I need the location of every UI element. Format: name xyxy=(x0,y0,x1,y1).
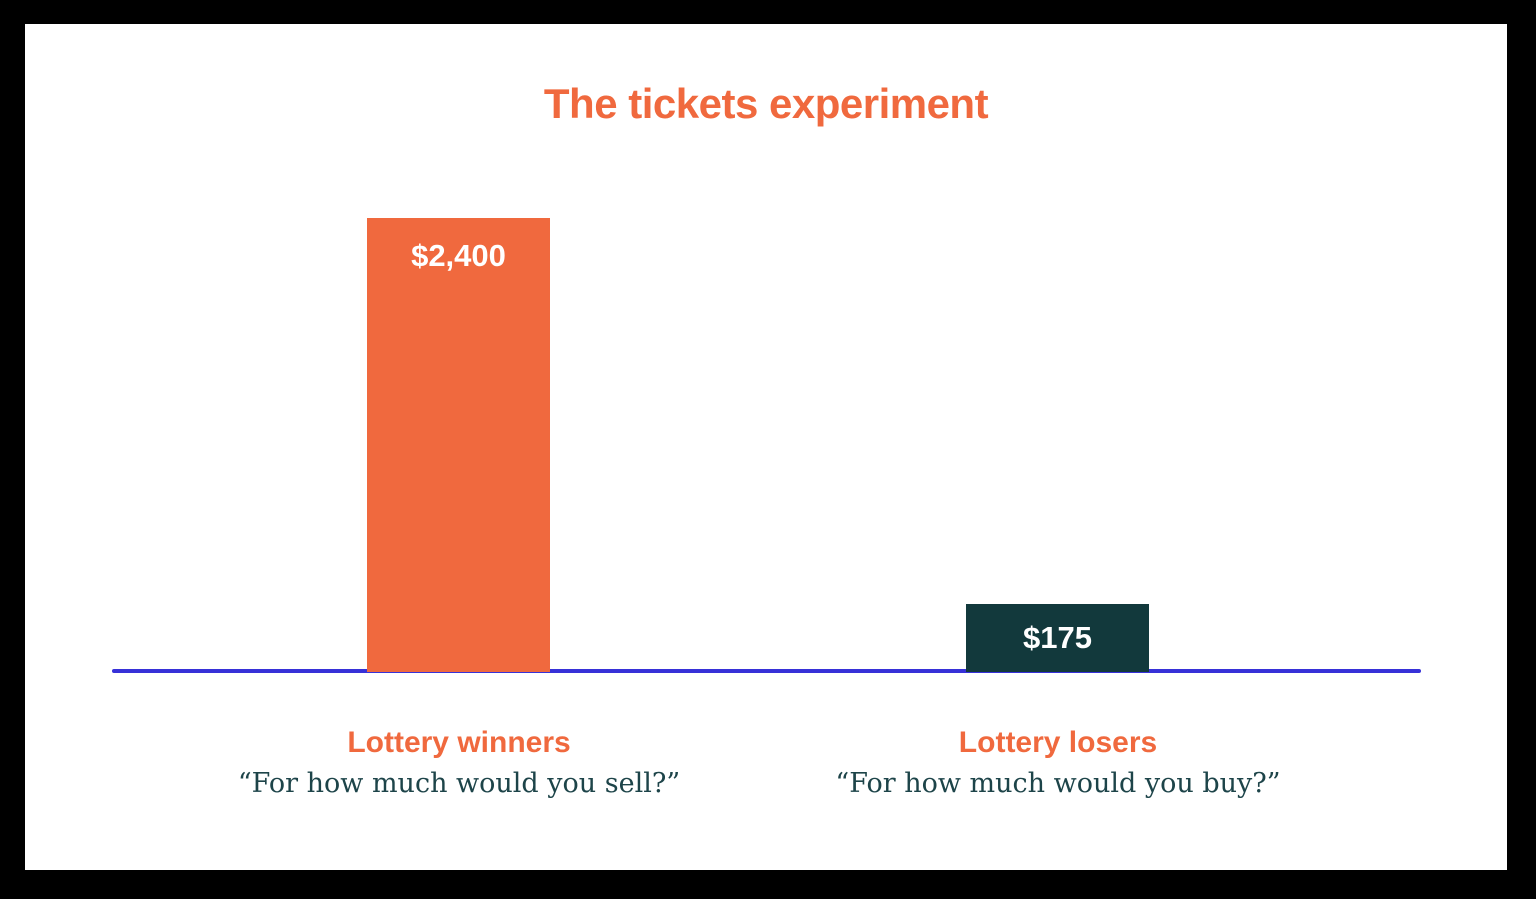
bar-lottery-losers: $175 xyxy=(966,604,1149,672)
category-sublabel-winners: “For how much would you sell?” xyxy=(237,768,681,799)
category-sublabel-losers: “For how much would you buy?” xyxy=(835,768,1281,799)
category-label-losers: Lottery losers xyxy=(958,726,1158,759)
chart-title: The tickets experiment xyxy=(543,80,989,127)
chart-canvas: The tickets experiment $2,400 $175 Lotte… xyxy=(25,24,1507,870)
bar-lottery-winners: $2,400 xyxy=(367,218,550,672)
category-label-group-winners: Lottery winners “For how much would you … xyxy=(159,726,759,799)
bar-value-label-losers: $175 xyxy=(1023,620,1092,655)
category-label-group-losers: Lottery losers “For how much would you b… xyxy=(758,726,1358,799)
bar-value-label-winners: $2,400 xyxy=(411,238,506,273)
category-label-winners: Lottery winners xyxy=(347,726,571,759)
baseline-axis xyxy=(112,669,1421,673)
